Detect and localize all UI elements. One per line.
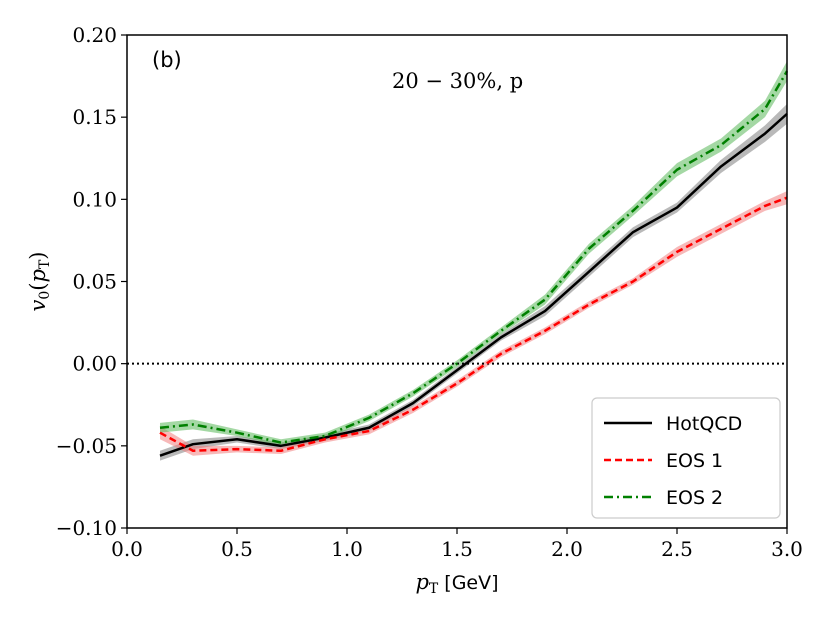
band-eos-2 bbox=[160, 61, 787, 446]
x-tick-label: 0.0 bbox=[111, 537, 143, 561]
x-tick-label: 3.0 bbox=[771, 537, 803, 561]
y-axis-title-p: p bbox=[26, 269, 50, 282]
line-eos-1 bbox=[159, 196, 788, 453]
legend-box bbox=[591, 397, 781, 519]
panel-label: (b) bbox=[152, 48, 182, 72]
x-tick-label: 2.5 bbox=[661, 537, 693, 561]
x-axis-title-symbol: p bbox=[415, 570, 428, 594]
y-axis-title-v-subscript: 0 bbox=[37, 291, 53, 300]
y-tick-label: −0.05 bbox=[56, 434, 117, 458]
line-hotqcd bbox=[159, 112, 788, 457]
y-tick-label: 0.20 bbox=[72, 23, 117, 47]
legend-label: HotQCD bbox=[666, 413, 742, 435]
y-tick-label: 0.05 bbox=[72, 270, 117, 294]
x-axis-title-unit: [GeV] bbox=[438, 572, 498, 594]
x-tick-label: 0.5 bbox=[221, 537, 253, 561]
y-axis-title-v: v bbox=[26, 300, 50, 312]
annotation: 20 − 30%, p bbox=[392, 69, 523, 93]
y-tick-label: 0.15 bbox=[72, 105, 117, 129]
axis-ticks: 0.0 0.5 1.0 1.5 2.0 2.5 3.0 0.20 0.15 0.10 0.05 0.0… bbox=[56, 23, 803, 561]
y-tick-label: −0.10 bbox=[56, 516, 117, 540]
series-lines bbox=[159, 70, 789, 457]
y-axis-title-open-paren: ( bbox=[26, 283, 50, 291]
legend-label: EOS 2 bbox=[666, 487, 723, 509]
x-axis-title-subscript: T bbox=[429, 581, 439, 597]
y-axis-title: v0(pT) bbox=[26, 252, 53, 312]
legend-label: EOS 1 bbox=[666, 450, 723, 472]
y-tick-label: 0.00 bbox=[72, 352, 117, 376]
y-axis-title-p-subscript: T bbox=[37, 259, 53, 269]
x-tick-label: 1.0 bbox=[331, 537, 363, 561]
x-tick-label: 1.5 bbox=[441, 537, 473, 561]
line-eos-2 bbox=[159, 70, 789, 444]
legend: HotQCD EOS 1 EOS 2 bbox=[591, 397, 781, 519]
y-axis-title-close-paren: ) bbox=[26, 252, 50, 260]
y-tick-label: 0.10 bbox=[72, 187, 117, 211]
x-tick-label: 2.0 bbox=[551, 537, 583, 561]
x-axis-title: pT [GeV] bbox=[415, 570, 498, 597]
